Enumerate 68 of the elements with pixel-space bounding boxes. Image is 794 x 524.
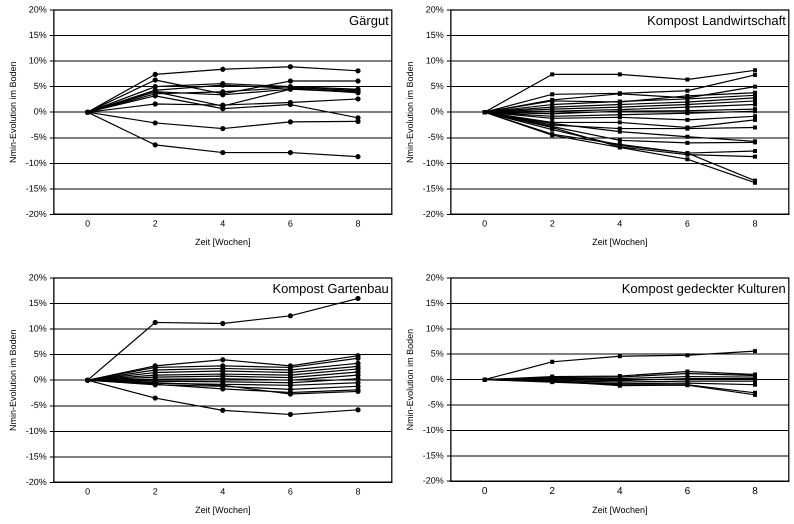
y-tick-label: 20% — [28, 272, 47, 282]
x-axis-title: Zeit [Wochen] — [195, 505, 250, 516]
chart-title: Kompost gedeckter Kulturen — [622, 281, 786, 296]
y-tick-label: 5% — [34, 349, 47, 360]
x-tick-label: 0 — [85, 486, 90, 496]
x-tick-label: 2 — [550, 218, 555, 228]
x-tick-label: 4 — [617, 218, 622, 228]
y-tick-label: 20% — [426, 272, 444, 282]
x-tick-label: 0 — [85, 218, 90, 228]
y-tick-label: -20% — [422, 476, 444, 486]
y-tick-label: -20% — [26, 208, 47, 219]
y-tick-label: -15% — [26, 451, 47, 462]
y-tick-label: -15% — [422, 183, 444, 194]
chart-title: Kompost Gartenbau — [272, 281, 389, 296]
x-tick-label: 6 — [288, 486, 293, 496]
x-tick-label: 8 — [752, 218, 758, 228]
x-axis-title: Zeit [Wochen] — [195, 237, 250, 248]
x-tick-label: 6 — [288, 218, 293, 228]
y-axis-title: Nmin-Evolution im Boden — [8, 329, 18, 431]
x-tick-label: 8 — [752, 486, 758, 497]
x-tick-label: 6 — [684, 218, 690, 228]
y-tick-label: -10% — [26, 426, 47, 436]
chart-title: Kompost Landwirtschaft — [647, 13, 786, 28]
y-tick-label: 20% — [28, 4, 47, 14]
y-tick-label: 15% — [426, 298, 444, 308]
x-tick-label: 4 — [617, 486, 624, 497]
x-tick-label: 8 — [355, 486, 361, 496]
x-tick-label: 2 — [152, 486, 158, 496]
y-tick-label: 5% — [34, 81, 47, 92]
y-tick-label: 10% — [426, 56, 444, 66]
x-tick-label: 0 — [482, 486, 488, 497]
y-tick-label: 15% — [426, 30, 444, 40]
y-tick-label: 0% — [34, 374, 47, 385]
y-tick-label: 10% — [28, 324, 47, 334]
y-tick-label: 5% — [430, 348, 444, 359]
y-tick-label: -5% — [30, 132, 47, 142]
x-tick-label: 4 — [220, 218, 226, 228]
y-tick-label: 10% — [426, 323, 444, 334]
y-tick-label: -5% — [428, 132, 444, 142]
y-tick-label: -15% — [422, 450, 444, 460]
x-axis-title: Zeit [Wochen] — [592, 237, 648, 248]
chart-title: Gärgut — [349, 13, 390, 28]
y-tick-label: -10% — [422, 424, 444, 435]
x-tick-label: 0 — [482, 218, 488, 228]
y-axis-title: Nmin-Evolution im Boden — [8, 61, 18, 163]
x-axis-title: Zeit [Wochen] — [592, 505, 648, 516]
y-tick-label: -15% — [26, 183, 47, 194]
x-tick-label: 2 — [549, 486, 556, 497]
x-tick-label: 4 — [220, 486, 226, 496]
y-tick-label: -20% — [422, 208, 444, 219]
y-axis-title: Nmin-Evolution im Boden — [404, 61, 415, 163]
y-tick-label: 15% — [28, 30, 47, 40]
y-tick-label: 0% — [430, 106, 444, 117]
x-tick-label: 2 — [152, 218, 158, 228]
y-tick-label: 0% — [430, 374, 444, 384]
y-tick-label: -10% — [422, 158, 444, 168]
x-tick-label: 6 — [684, 486, 691, 497]
y-tick-label: -20% — [26, 476, 47, 487]
y-tick-label: 0% — [34, 106, 47, 117]
x-tick-label: 8 — [355, 218, 361, 228]
y-tick-label: -5% — [428, 399, 444, 410]
y-tick-label: 20% — [426, 4, 444, 14]
y-tick-label: 5% — [430, 81, 444, 92]
y-tick-label: -10% — [26, 158, 47, 168]
y-tick-label: 10% — [28, 56, 47, 66]
y-tick-label: -5% — [30, 400, 47, 410]
y-axis-title: Nmin-Evolution im Boden — [404, 328, 415, 430]
y-tick-label: 15% — [28, 298, 47, 308]
